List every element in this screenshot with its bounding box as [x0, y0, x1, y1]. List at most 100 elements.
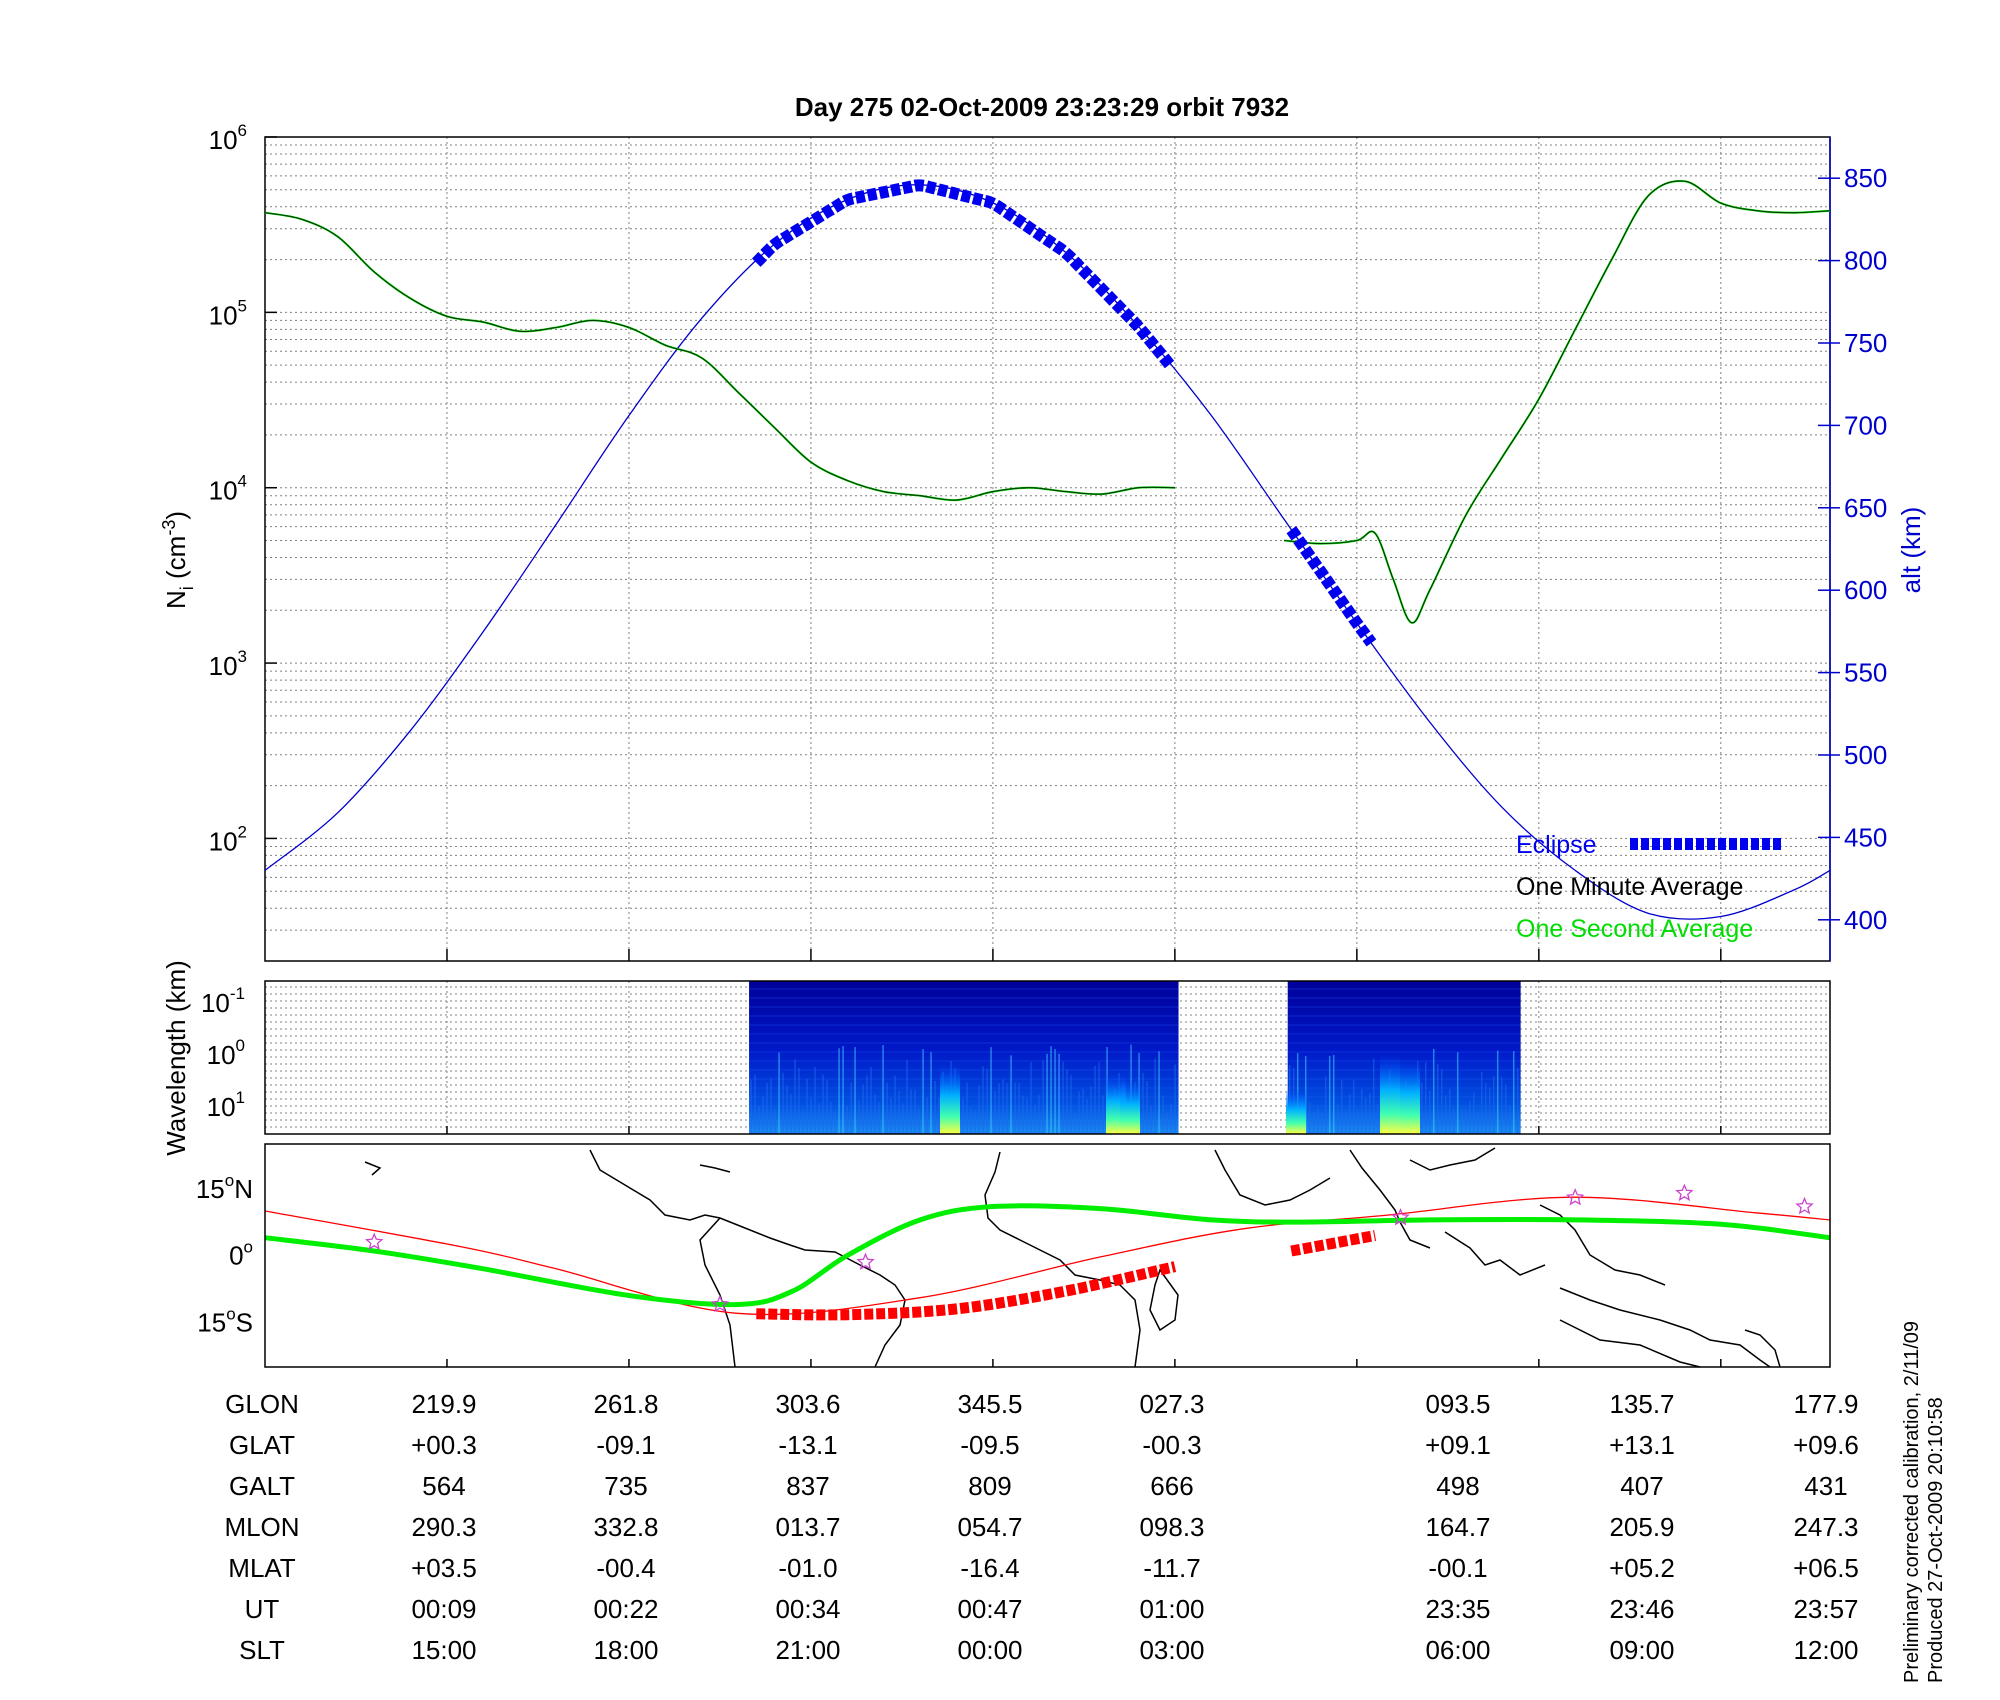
- alt-tick-label: 650: [1844, 493, 1887, 523]
- eclipse-segment: [752, 179, 1176, 371]
- alt-tick-label: 800: [1844, 246, 1887, 276]
- wavelength-tick-label: 100: [207, 1036, 245, 1070]
- table-cell: 23:57: [1793, 1594, 1858, 1624]
- legend: Eclipse One Minute Average One Second Av…: [1516, 831, 1782, 943]
- table-cell: 098.3: [1139, 1512, 1204, 1542]
- latitude-tick-label: 15oS: [197, 1304, 253, 1337]
- table-cell: 03:00: [1139, 1635, 1204, 1665]
- table-cell: 837: [786, 1471, 829, 1501]
- star-marker: [1391, 1208, 1410, 1226]
- one-second-average-line: [264, 211, 1175, 502]
- spectrogram-grid: [265, 981, 1830, 1134]
- wavelength-tick-base: 10: [207, 1092, 236, 1122]
- table-cell: 345.5: [957, 1389, 1022, 1419]
- y-tick-label: 104: [209, 472, 247, 506]
- chart-title: Day 275 02-Oct-2009 23:23:29 orbit 7932: [795, 92, 1289, 122]
- y-tick-base: 10: [209, 300, 238, 330]
- table-cell: 135.7: [1609, 1389, 1674, 1419]
- table-cell: 21:00: [775, 1635, 840, 1665]
- table-cell: 013.7: [775, 1512, 840, 1542]
- table-cell: 247.3: [1793, 1512, 1858, 1542]
- star-marker: [1795, 1196, 1814, 1215]
- spectrogram-burst: [1120, 1079, 1140, 1134]
- one-minute-average-line: [1284, 180, 1831, 624]
- latitude-tick-value: 15: [197, 1307, 226, 1337]
- star-marker: [1566, 1188, 1585, 1206]
- coastline: [1744, 1329, 1781, 1368]
- coastline: [984, 1151, 1141, 1368]
- table-cell: -16.4: [960, 1553, 1019, 1583]
- one-second-average-line: [1284, 179, 1831, 624]
- coastline: [1539, 1204, 1666, 1286]
- y-tick-exponent: 4: [238, 472, 247, 491]
- table-cell: 093.5: [1425, 1389, 1490, 1419]
- row-label-slt: SLT: [239, 1635, 285, 1665]
- y-tick-base: 10: [209, 651, 238, 681]
- alt-tick-label: 400: [1844, 905, 1887, 935]
- eclipse-segment: [1286, 526, 1377, 647]
- density-grid: [265, 137, 1830, 962]
- table-cell: 809: [968, 1471, 1011, 1501]
- ephemeris-table: GLON GLAT GALT MLON MLAT UT SLT 219.9 +00.3 564 29…: [224, 1389, 1858, 1665]
- star-marker: [365, 1232, 384, 1250]
- map-eclipse-segment: [1290, 1230, 1377, 1257]
- hemisphere-letter: N: [234, 1174, 253, 1204]
- y-tick-exponent: 5: [238, 296, 247, 315]
- table-cell: 735: [604, 1471, 647, 1501]
- coastline: [1149, 1268, 1179, 1332]
- one-minute-average-line: [264, 212, 1175, 501]
- table-cell: 177.9: [1793, 1389, 1858, 1419]
- wavelength-tick-exponent: 1: [236, 1088, 245, 1107]
- degree-mark: o: [244, 1238, 253, 1257]
- wavelength-tick-label: 10-1: [201, 984, 245, 1018]
- alt-tick-label: 550: [1844, 658, 1887, 688]
- table-cell: +13.1: [1609, 1430, 1675, 1460]
- wavelength-tick-label: 101: [207, 1088, 245, 1122]
- table-cell: -00.1: [1428, 1553, 1487, 1583]
- y-tick-label: 103: [209, 647, 247, 681]
- coastline: [364, 1161, 382, 1176]
- table-cell: 054.7: [957, 1512, 1022, 1542]
- legend-second-label: One Second Average: [1516, 915, 1753, 943]
- table-cell: +05.2: [1609, 1553, 1675, 1583]
- table-cell: 303.6: [775, 1389, 840, 1419]
- table-cell: 00:09: [411, 1594, 476, 1624]
- alt-tick-label: 500: [1844, 740, 1887, 770]
- table-cell: 219.9: [411, 1389, 476, 1419]
- density-series: [264, 179, 1831, 920]
- table-cell: 01:00: [1139, 1594, 1204, 1624]
- alt-tick-label: 600: [1844, 575, 1887, 605]
- y-tick-label: 102: [209, 822, 247, 856]
- coastline: [1559, 1287, 1771, 1368]
- row-label-glat: GLAT: [229, 1430, 295, 1460]
- alt-tick-label: 850: [1844, 163, 1887, 193]
- coastline: [1349, 1149, 1431, 1249]
- table-cell: 00:47: [957, 1594, 1022, 1624]
- spectrogram-burst: [1380, 1054, 1400, 1134]
- table-cell: 205.9: [1609, 1512, 1674, 1542]
- spectrogram-burst: [1400, 1059, 1420, 1134]
- alt-tick-label: 450: [1844, 822, 1887, 852]
- table-cell: +09.6: [1793, 1430, 1859, 1460]
- degree-mark: o: [226, 1304, 235, 1323]
- map-eclipse-segment: [756, 1261, 1177, 1321]
- table-cell: -11.7: [1143, 1553, 1200, 1583]
- row-label-ut: UT: [245, 1594, 280, 1624]
- table-cell: -01.0: [778, 1553, 837, 1583]
- table-cell: 00:22: [593, 1594, 658, 1624]
- table-cell: +03.5: [411, 1553, 477, 1583]
- table-cell: 261.8: [593, 1389, 658, 1419]
- legend-eclipse-label: Eclipse: [1516, 831, 1597, 859]
- coastline: [1444, 1231, 1546, 1276]
- table-cell: 23:46: [1609, 1594, 1674, 1624]
- table-cell: 06:00: [1425, 1635, 1490, 1665]
- coastline: [1214, 1149, 1331, 1206]
- ground-track-line: [264, 1196, 1831, 1316]
- table-cell: 18:00: [593, 1635, 658, 1665]
- wavelength-tick-exponent: -1: [230, 984, 245, 1003]
